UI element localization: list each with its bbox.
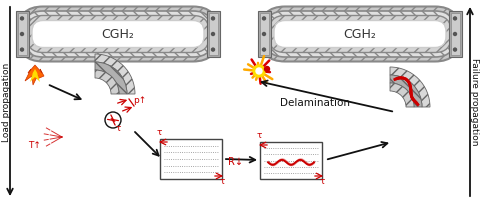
- Wedge shape: [390, 76, 422, 108]
- Bar: [257, 12, 271, 58]
- Bar: [206, 12, 219, 58]
- Text: τ: τ: [220, 176, 226, 185]
- Circle shape: [454, 49, 456, 52]
- FancyBboxPatch shape: [269, 16, 451, 53]
- Circle shape: [263, 18, 265, 21]
- Polygon shape: [25, 66, 44, 86]
- FancyBboxPatch shape: [264, 12, 456, 58]
- Bar: [17, 13, 26, 56]
- FancyBboxPatch shape: [32, 21, 204, 48]
- Text: τ: τ: [257, 130, 263, 139]
- Bar: [260, 13, 268, 56]
- Text: Delamination: Delamination: [280, 98, 350, 108]
- Circle shape: [212, 49, 215, 52]
- Circle shape: [212, 18, 215, 21]
- Wedge shape: [95, 55, 135, 94]
- Bar: [451, 13, 459, 56]
- Text: CGH₂: CGH₂: [102, 28, 134, 41]
- Circle shape: [454, 18, 456, 21]
- Bar: [260, 142, 322, 179]
- Circle shape: [256, 69, 262, 75]
- Polygon shape: [30, 70, 40, 83]
- FancyBboxPatch shape: [260, 8, 460, 62]
- Wedge shape: [95, 63, 127, 94]
- FancyBboxPatch shape: [23, 12, 214, 58]
- Text: Failure propagation: Failure propagation: [469, 58, 479, 145]
- FancyBboxPatch shape: [274, 21, 446, 48]
- Text: R↓: R↓: [228, 156, 243, 166]
- Text: CGH₂: CGH₂: [344, 28, 376, 41]
- Circle shape: [263, 49, 265, 52]
- FancyBboxPatch shape: [18, 8, 218, 62]
- Text: τ: τ: [157, 127, 162, 136]
- Wedge shape: [95, 71, 119, 94]
- Text: p↑: p↑: [133, 95, 146, 104]
- Circle shape: [21, 18, 24, 21]
- Circle shape: [253, 66, 265, 78]
- Bar: [448, 12, 461, 58]
- Circle shape: [212, 33, 215, 36]
- Wedge shape: [390, 68, 430, 108]
- Wedge shape: [390, 84, 414, 108]
- Circle shape: [263, 33, 265, 36]
- Text: τ: τ: [116, 123, 121, 132]
- FancyBboxPatch shape: [27, 16, 209, 53]
- Circle shape: [21, 49, 24, 52]
- Circle shape: [454, 33, 456, 36]
- Circle shape: [264, 67, 269, 72]
- Bar: [15, 12, 28, 58]
- Text: T↑: T↑: [28, 140, 41, 149]
- Text: τ: τ: [320, 176, 325, 185]
- Text: Load propagation: Load propagation: [1, 62, 11, 141]
- Bar: [160, 139, 222, 179]
- Circle shape: [21, 33, 24, 36]
- Bar: [208, 13, 217, 56]
